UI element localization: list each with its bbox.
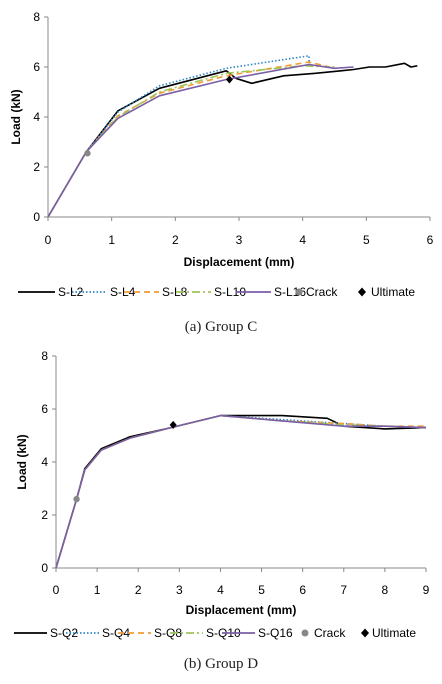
- x-tick-label: 1: [94, 583, 101, 597]
- x-tick-label: 2: [172, 233, 179, 247]
- legend-label: Ultimate: [372, 626, 416, 640]
- legend-label: S-L10: [214, 285, 246, 299]
- x-tick-label: 6: [427, 233, 434, 247]
- x-tick-label: 0: [53, 583, 60, 597]
- x-axis-label: Displacement (mm): [184, 255, 295, 269]
- x-tick-label: 1: [108, 233, 115, 247]
- legend-label: Ultimate: [371, 285, 415, 299]
- series-line-s-l16: [47, 63, 354, 218]
- y-tick-label: 6: [33, 60, 40, 74]
- legend-swatch-ultimate: [361, 628, 369, 638]
- y-tick-label: 2: [33, 160, 40, 174]
- legend-label: S-Q16: [258, 626, 293, 640]
- x-tick-label: 6: [299, 583, 306, 597]
- x-tick-label: 2: [135, 583, 142, 597]
- marker-crack: [84, 150, 91, 157]
- legend-label: Crack: [306, 285, 338, 299]
- x-tick-label: 4: [299, 233, 306, 247]
- marker-ultimate: [169, 420, 177, 429]
- x-tick-label: 4: [217, 583, 224, 597]
- y-tick-label: 0: [33, 210, 40, 224]
- legend-label: S-L8: [162, 285, 188, 299]
- legend-swatch-crack: [295, 288, 303, 296]
- legend-swatch-crack: [301, 629, 309, 637]
- x-axis-label: Displacement (mm): [186, 603, 297, 617]
- x-tick-label: 3: [236, 233, 243, 247]
- series-line-s-q16: [55, 414, 427, 569]
- y-tick-label: 4: [41, 455, 48, 469]
- y-tick-label: 8: [33, 10, 40, 24]
- series-line-s-l4: [47, 54, 310, 218]
- y-tick-label: 0: [41, 561, 48, 575]
- legend-label: S-Q4: [102, 626, 130, 640]
- marker-ultimate: [225, 75, 233, 84]
- legend-swatch-ultimate: [358, 287, 366, 297]
- series-line-s-q10: [55, 414, 427, 569]
- figure-caption: (a) Group C: [185, 319, 257, 335]
- series-line-s-q8: [55, 414, 426, 569]
- x-tick-label: 3: [176, 583, 183, 597]
- x-tick-label: 0: [45, 233, 52, 247]
- y-axis-label: Load (kN): [9, 89, 23, 144]
- x-tick-label: 7: [340, 583, 347, 597]
- series-line-s-l8: [47, 61, 335, 218]
- legend-label: S-Q8: [154, 626, 182, 640]
- x-tick-label: 5: [363, 233, 370, 247]
- legend-label: S-Q2: [50, 626, 78, 640]
- x-tick-label: 8: [382, 583, 389, 597]
- series-line-s-q4: [55, 414, 427, 569]
- legend-label: Crack: [314, 626, 346, 640]
- figure-caption: (b) Group D: [184, 656, 258, 672]
- legend-label: S-L4: [110, 285, 136, 299]
- marker-crack: [73, 495, 80, 503]
- series-line-s-q2: [55, 414, 427, 569]
- y-tick-label: 2: [41, 508, 48, 522]
- y-tick-label: 4: [33, 110, 40, 124]
- legend-label: S-L2: [58, 285, 84, 299]
- y-tick-label: 6: [41, 402, 48, 416]
- legend-label: S-L16: [274, 285, 306, 299]
- y-tick-label: 8: [41, 349, 48, 363]
- series-line-s-l2: [47, 62, 418, 218]
- y-axis-label: Load (kN): [15, 434, 29, 489]
- x-tick-label: 5: [258, 583, 265, 597]
- x-tick-label: 9: [423, 583, 430, 597]
